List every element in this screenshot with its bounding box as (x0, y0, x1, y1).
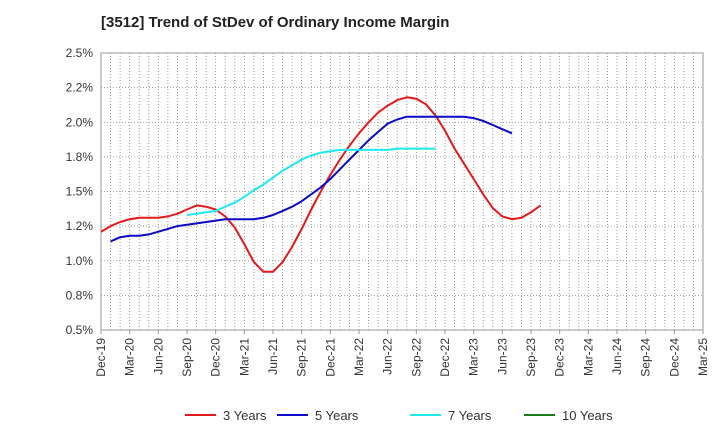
x-tick-label: Mar-21 (237, 338, 251, 376)
x-tick-label: Dec-21 (323, 338, 337, 377)
x-tick-label: Dec-24 (667, 338, 681, 377)
x-tick-label: Sep-24 (639, 338, 653, 377)
y-tick-label: 2.0% (66, 115, 94, 129)
series-line (100, 96, 542, 273)
y-tick-label: 1.0% (66, 254, 94, 268)
chart-title: [3512] Trend of StDev of Ordinary Income… (101, 14, 450, 31)
y-tick-label: 0.8% (66, 288, 94, 302)
x-tick-label: Jun-20 (151, 338, 165, 375)
legend-label: 7 Years (448, 408, 492, 423)
x-tick-label: Jun-23 (495, 338, 509, 375)
x-tick-label: Sep-23 (524, 338, 538, 377)
y-tick-label: 2.5% (66, 46, 94, 60)
x-tick-label: Dec-23 (553, 338, 567, 377)
legend-label: 10 Years (562, 408, 613, 423)
x-tick-label: Mar-20 (123, 338, 137, 376)
x-tick-label: Mar-22 (352, 338, 366, 376)
y-tick-label: 0.5% (66, 323, 94, 337)
x-tick-label: Dec-20 (209, 338, 223, 377)
x-tick-label: Sep-22 (409, 338, 423, 377)
y-tick-label: 2.2% (66, 81, 94, 95)
x-tick-label: Jun-22 (381, 338, 395, 375)
x-tick-label: Mar-24 (581, 338, 595, 376)
legend-label: 3 Years (223, 408, 267, 423)
x-tick-label: Dec-22 (438, 338, 452, 377)
y-tick-label: 1.8% (66, 150, 94, 164)
y-tick-label: 1.2% (66, 219, 94, 233)
x-tick-label: Mar-23 (467, 338, 481, 376)
legend-label: 5 Years (315, 408, 359, 423)
series-line (110, 115, 513, 243)
x-tick-label: Mar-25 (696, 338, 710, 376)
x-tick-label: Sep-21 (295, 338, 309, 377)
x-tick-label: Jun-24 (610, 338, 624, 375)
x-tick-label: Dec-19 (94, 338, 108, 377)
x-tick-label: Jun-21 (266, 338, 280, 375)
series-line (186, 147, 436, 216)
x-tick-label: Sep-20 (180, 338, 194, 377)
y-tick-label: 1.5% (66, 185, 94, 199)
